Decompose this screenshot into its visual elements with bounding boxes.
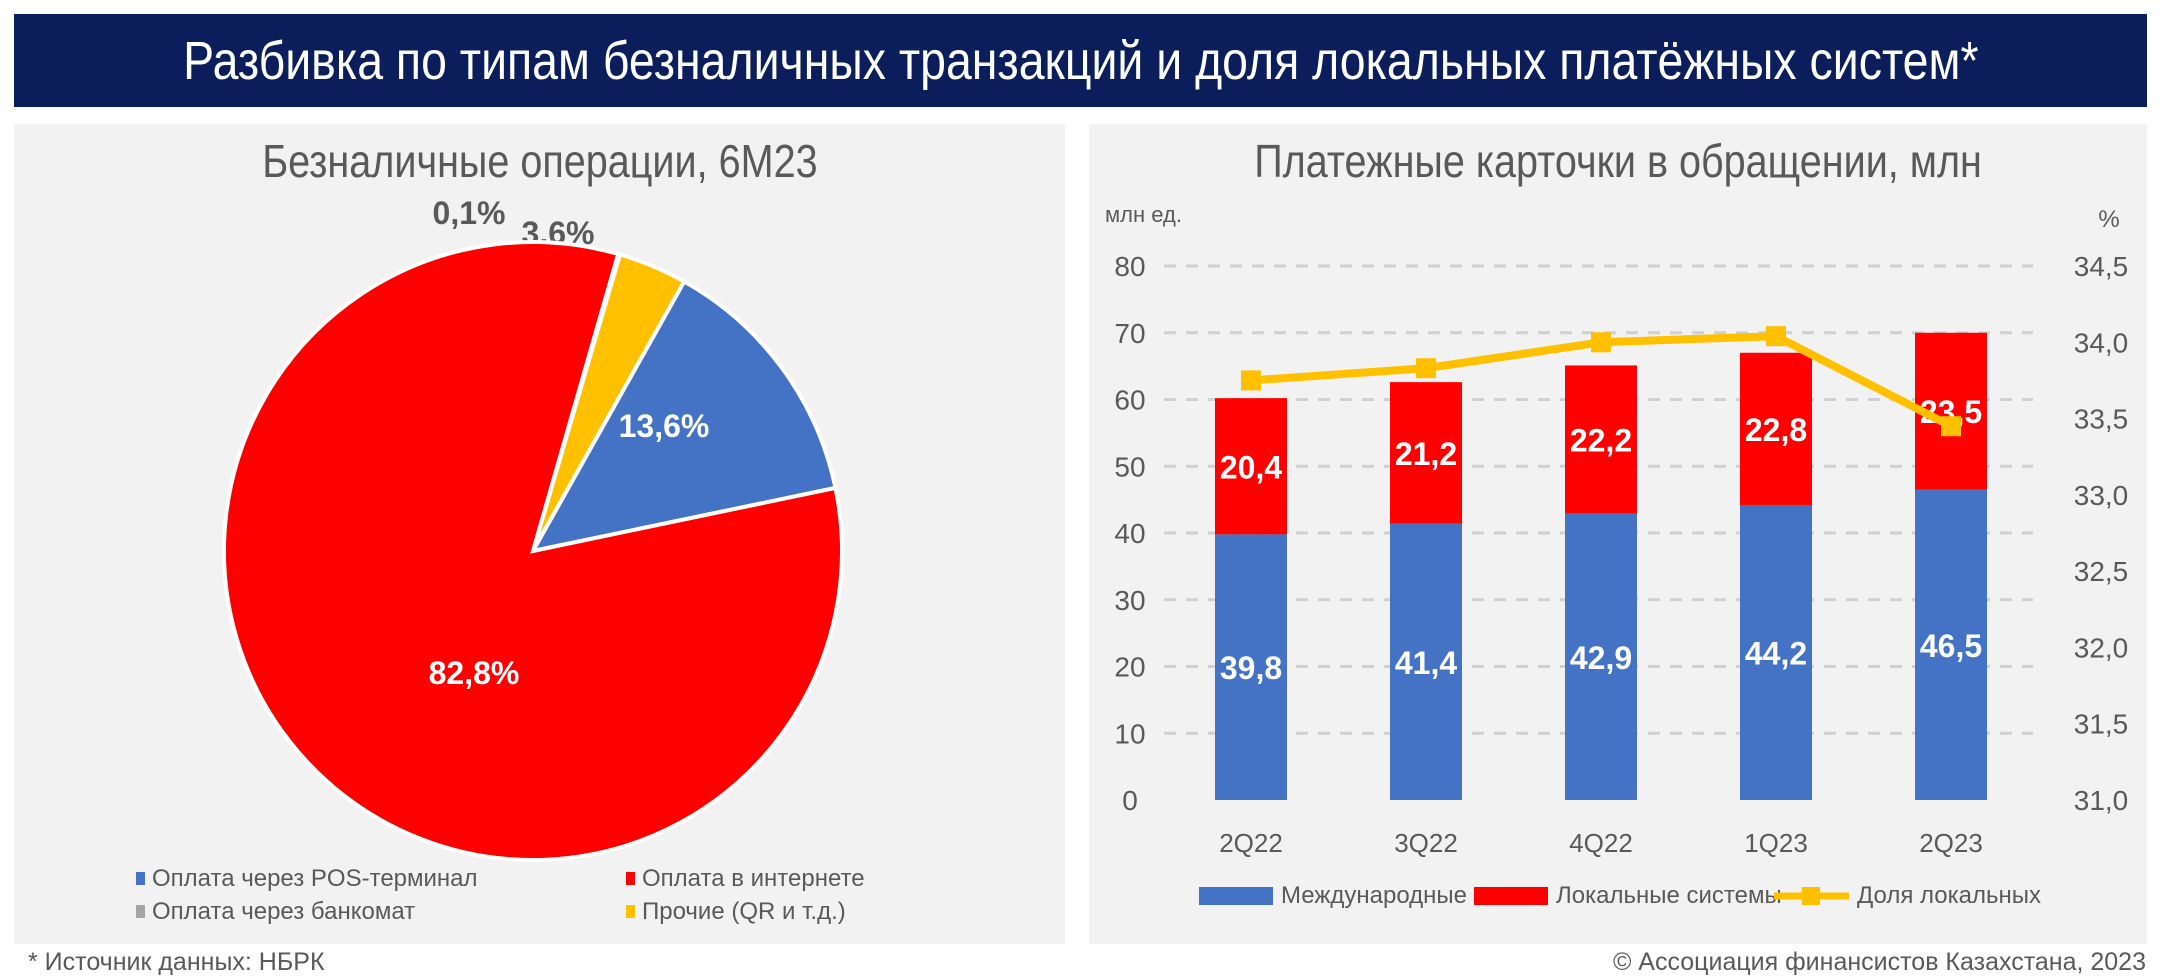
- right-axis-tick: 34,0: [2074, 327, 2129, 358]
- bar-chart-title: Платежные карточки в обращении, млн: [1254, 135, 1982, 187]
- left-axis-tick: 50: [1114, 451, 1145, 482]
- bar-international: [1390, 523, 1462, 800]
- legend-swatch: [136, 872, 145, 885]
- legend-swatch: [1802, 887, 1820, 905]
- bar-data-label: 39,8: [1220, 650, 1282, 686]
- share-marker: [1941, 416, 1961, 437]
- legend-label: Оплата через банкомат: [152, 898, 415, 925]
- bar-data-label: 22,2: [1570, 423, 1632, 459]
- bar-international: [1565, 513, 1637, 800]
- right-axis-tick: 32,5: [2074, 556, 2129, 587]
- left-axis-tick: 0: [1122, 785, 1138, 816]
- bar-data-label: 46,5: [1920, 628, 1982, 664]
- pie-chart-panel: Безналичные операции, 6М23 0,1% 3,6% 13,6%…: [14, 124, 1065, 944]
- left-axis-tick: 20: [1114, 652, 1145, 683]
- share-marker: [1591, 332, 1611, 353]
- source-note: * Источник данных: НБРК: [28, 948, 325, 976]
- left-axis-tick: 80: [1114, 251, 1145, 282]
- pie-data-label: 82,8%: [429, 655, 520, 691]
- legend-label: Международные: [1281, 882, 1467, 909]
- pie-chart-title: Безналичные операции, 6М23: [261, 135, 818, 187]
- legend-label: Оплата через POS-терминал: [152, 865, 478, 892]
- bar-data-label: 41,4: [1395, 645, 1457, 681]
- pie-slice: [529, 278, 838, 554]
- bar-chart-panel: Платежные карточки в обращении, млн млн …: [1089, 124, 2147, 944]
- x-axis-tick: 4Q22: [1569, 828, 1633, 858]
- legend-swatch: [626, 905, 635, 918]
- x-axis-tick: 2Q23: [1919, 828, 1983, 858]
- bar-data-label: 20,4: [1220, 449, 1282, 485]
- bar-local: [1215, 398, 1287, 535]
- legend-label: Оплата в интернете: [642, 865, 865, 892]
- legend-label: Прочие (QR и т.д.): [642, 898, 846, 925]
- share-marker: [1241, 370, 1261, 391]
- share-marker: [1416, 358, 1436, 379]
- legend-label: Доля локальных: [1857, 882, 2041, 909]
- x-axis-tick: 3Q22: [1394, 828, 1458, 858]
- pie-data-label: 0,1%: [433, 195, 506, 231]
- bar-local: [1565, 365, 1637, 514]
- bar-local: [1740, 352, 1812, 505]
- copyright-note: © Ассоциация финансистов Казахстана, 202…: [1612, 948, 2146, 976]
- bar-data-label: 42,9: [1570, 640, 1632, 676]
- bar-chart: млн ед. % 0 10 20 30 40 50 60 70 80 31,0 31,5 32,0 32,…: [1105, 202, 2129, 909]
- legend-label: Локальные системы: [1556, 882, 1782, 909]
- left-axis-tick: 70: [1114, 318, 1145, 349]
- bar-international: [1215, 534, 1287, 800]
- bar-data-label: 44,2: [1745, 635, 1807, 671]
- right-axis-tick: 34,5: [2074, 251, 2129, 282]
- pie-slice: [222, 240, 844, 862]
- right-axis-tick: 33,5: [2074, 404, 2129, 435]
- bar-international: [1915, 489, 1987, 800]
- pie-data-label: 13,6%: [619, 408, 710, 444]
- bar-data-label: 22,8: [1745, 412, 1807, 448]
- legend-swatch: [1474, 887, 1548, 905]
- x-axis-tick: 1Q23: [1744, 828, 1808, 858]
- page-title: Разбивка по типам безналичных транзакций…: [182, 30, 1979, 91]
- bar-data-label: 21,2: [1395, 436, 1457, 472]
- legend-swatch: [626, 872, 635, 885]
- right-axis-unit: %: [2098, 206, 2119, 233]
- share-marker: [1766, 326, 1786, 347]
- right-axis-tick: 32,0: [2074, 632, 2129, 663]
- legend-swatch: [136, 905, 145, 918]
- bar-international: [1740, 504, 1812, 800]
- right-axis-tick: 33,0: [2074, 480, 2129, 511]
- pie-chart: 0,1%3,6%13,6%82,8%Оплата через POS-терми…: [136, 195, 865, 925]
- bar-local: [1390, 382, 1462, 524]
- left-axis-tick: 10: [1114, 718, 1145, 749]
- left-axis-tick: 30: [1114, 585, 1145, 616]
- left-axis-unit: млн ед.: [1105, 202, 1182, 227]
- right-axis-tick: 31,5: [2074, 709, 2129, 740]
- legend-swatch: [1199, 887, 1273, 905]
- x-axis-tick: 2Q22: [1219, 828, 1283, 858]
- right-axis-tick: 31,0: [2074, 785, 2129, 816]
- left-axis-tick: 60: [1114, 385, 1145, 416]
- left-axis-tick: 40: [1114, 518, 1145, 549]
- page-title-bar: Разбивка по типам безналичных транзакций…: [14, 14, 2147, 107]
